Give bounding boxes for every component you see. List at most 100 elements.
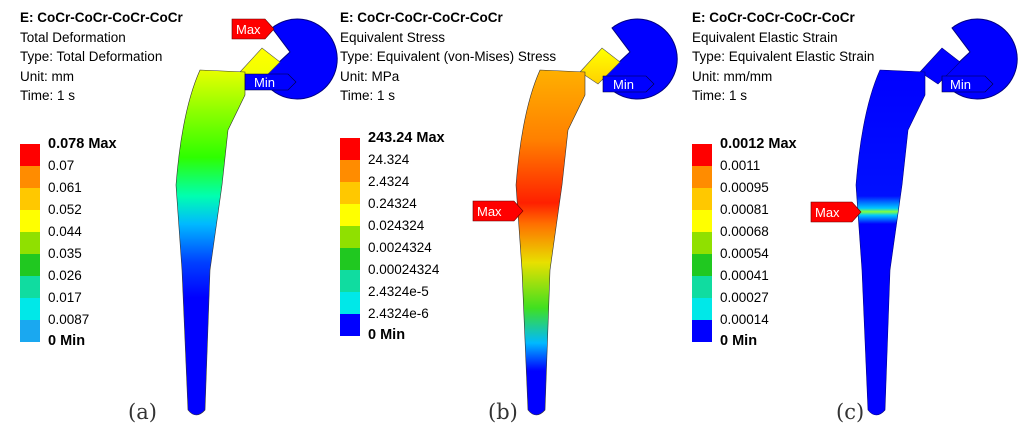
svg-text:Max: Max bbox=[815, 205, 840, 220]
legend-label: 0.0087 bbox=[48, 312, 90, 327]
result-line: Time: 1 s bbox=[20, 88, 76, 103]
min-tag: Min bbox=[941, 75, 994, 93]
legend-label: 0.00014 bbox=[720, 312, 769, 327]
result-info: E: CoCr-CoCr-CoCr-CoCr Equivalent Elasti… bbox=[692, 8, 874, 106]
panel-caption: (a) bbox=[128, 400, 157, 424]
legend-label: 0.24324 bbox=[368, 196, 417, 211]
legend-swatch bbox=[692, 188, 712, 210]
legend-label: 0.044 bbox=[48, 224, 82, 239]
max-tag: Max bbox=[231, 18, 275, 40]
legend-label: 0.017 bbox=[48, 290, 82, 305]
legend-label: 0.00081 bbox=[720, 202, 769, 217]
legend-swatch bbox=[20, 276, 40, 298]
result-title: E: CoCr-CoCr-CoCr-CoCr bbox=[340, 10, 503, 25]
legend-label-max: 243.24 Max bbox=[368, 130, 445, 146]
legend-swatch bbox=[20, 298, 40, 320]
panel-equivalent-stress: Max Min E: CoCr-CoCr-CoCr-CoCr Equivalen… bbox=[340, 0, 680, 438]
svg-text:Min: Min bbox=[613, 77, 634, 92]
result-line: Unit: MPa bbox=[340, 68, 400, 84]
legend-swatch bbox=[20, 320, 40, 342]
result-line: Type: Equivalent Elastic Strain bbox=[692, 49, 875, 64]
legend-swatch bbox=[20, 166, 40, 188]
result-line: Unit: mm bbox=[20, 68, 74, 84]
legend-label-min: 0 Min bbox=[720, 333, 758, 349]
legend-swatch bbox=[340, 138, 360, 160]
result-line: Total Deformation bbox=[20, 29, 126, 45]
legend-label-min: 0 Min bbox=[368, 327, 406, 343]
legend-swatch bbox=[692, 298, 712, 320]
legend-label: 0.0011 bbox=[720, 158, 761, 173]
svg-text:Max: Max bbox=[477, 204, 502, 219]
implant-stem bbox=[515, 69, 586, 416]
panel-caption: (c) bbox=[836, 400, 865, 424]
legend-label: 0.00095 bbox=[720, 180, 769, 195]
legend-swatch bbox=[20, 188, 40, 210]
legend-swatch bbox=[340, 160, 360, 182]
legend-swatch bbox=[692, 232, 712, 254]
implant-stem bbox=[855, 69, 926, 416]
legend-label: 0.00041 bbox=[720, 268, 769, 283]
legend-label: 0.0024324 bbox=[368, 240, 432, 255]
legend-swatch bbox=[692, 320, 712, 342]
legend-label: 0.026 bbox=[48, 268, 82, 283]
legend-swatch bbox=[692, 144, 712, 166]
result-info: E: CoCr-CoCr-CoCr-CoCr Equivalent Stress… bbox=[340, 8, 556, 106]
svg-text:Min: Min bbox=[950, 77, 971, 92]
legend-label: 0.00027 bbox=[720, 290, 769, 305]
result-line: Equivalent Elastic Strain bbox=[692, 29, 838, 45]
legend-swatch bbox=[340, 226, 360, 248]
panel-total-deformation: Max Min E: CoCr-CoCr-CoCr-CoCr Total Def… bbox=[0, 0, 340, 438]
result-line: Unit: mm/mm bbox=[692, 68, 773, 84]
result-line: Type: Equivalent (von-Mises) Stress bbox=[340, 49, 557, 64]
legend-label-max: 0.078 Max bbox=[48, 136, 117, 152]
implant-render-c: Max Min bbox=[810, 18, 1018, 416]
result-line: Equivalent Stress bbox=[340, 29, 446, 45]
implant-render-b: Max Min bbox=[472, 18, 678, 416]
legend-label: 0.00054 bbox=[720, 246, 769, 261]
max-tag: Max bbox=[810, 201, 862, 223]
legend-swatch bbox=[20, 210, 40, 232]
legend-swatch bbox=[340, 248, 360, 270]
result-line: Time: 1 s bbox=[340, 88, 396, 103]
legend-swatch bbox=[340, 182, 360, 204]
legend-label: 2.4324e-6 bbox=[368, 306, 429, 321]
legend-swatch bbox=[20, 232, 40, 254]
legend-swatch bbox=[20, 144, 40, 166]
legend-swatch bbox=[340, 292, 360, 314]
panel-elastic-strain: Max Min E: CoCr-CoCr-CoCr-CoCr Equivalen… bbox=[680, 0, 1019, 438]
legend-label-max: 0.0012 Max bbox=[720, 136, 797, 152]
legend-swatch bbox=[340, 314, 360, 336]
legend-label: 0.07 bbox=[48, 158, 75, 173]
legend-swatch bbox=[340, 204, 360, 226]
max-tag: Max bbox=[472, 200, 524, 222]
svg-text:Min: Min bbox=[254, 75, 275, 90]
result-line: Type: Total Deformation bbox=[20, 49, 163, 64]
panel-caption: (b) bbox=[488, 400, 518, 424]
legend-label: 2.4324 bbox=[368, 174, 410, 189]
result-info: E: CoCr-CoCr-CoCr-CoCr Total Deformation… bbox=[20, 8, 183, 106]
legend-swatch bbox=[692, 166, 712, 188]
implant-neck bbox=[919, 47, 961, 85]
result-line: Time: 1 s bbox=[692, 88, 748, 103]
legend-swatch bbox=[692, 210, 712, 232]
min-tag: Min bbox=[244, 73, 297, 91]
legend-label: 24.324 bbox=[368, 152, 410, 167]
legend-label: 0.052 bbox=[48, 202, 82, 217]
legend-label: 0.061 bbox=[48, 180, 82, 195]
legend-label: 0.024324 bbox=[368, 218, 425, 233]
legend-label: 0.035 bbox=[48, 246, 82, 261]
legend-label-min: 0 Min bbox=[48, 333, 86, 349]
legend-label: 0.00024324 bbox=[368, 262, 440, 277]
svg-text:Max: Max bbox=[236, 22, 261, 37]
legend-swatch bbox=[340, 270, 360, 292]
legend-swatch bbox=[692, 254, 712, 276]
implant-render-a: Max Min bbox=[175, 18, 338, 416]
legend-label: 2.4324e-5 bbox=[368, 284, 429, 299]
legend-swatch bbox=[20, 254, 40, 276]
result-title: E: CoCr-CoCr-CoCr-CoCr bbox=[692, 10, 855, 25]
legend-swatch bbox=[692, 276, 712, 298]
result-title: E: CoCr-CoCr-CoCr-CoCr bbox=[20, 10, 183, 25]
implant-neck bbox=[579, 47, 621, 85]
min-tag: Min bbox=[602, 75, 655, 93]
implant-stem bbox=[175, 69, 246, 416]
